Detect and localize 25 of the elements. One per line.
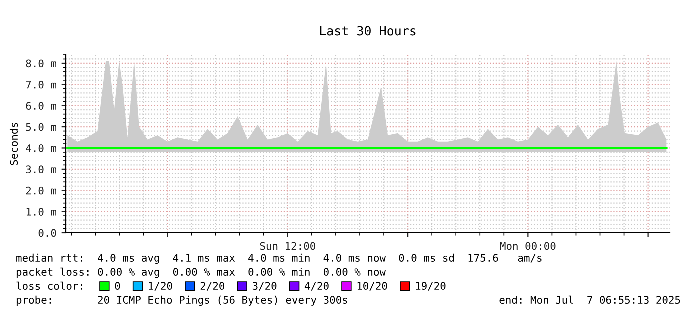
x-tick-label: Mon 00:00: [500, 242, 556, 250]
chart-title: Last 30 Hours: [320, 26, 416, 36]
x-tick-label: Sun 12:00: [260, 242, 316, 250]
y-tick-label: 3.0 m: [26, 166, 56, 174]
text: end: Mon Jul 7 06:55:13 2025: [500, 296, 680, 304]
text: probe: 20 ICMP Echo Pings (56 Bytes) every 300s: [16, 296, 348, 306]
legend-label: 3/20: [252, 282, 277, 291]
legend-label: 0: [115, 282, 120, 290]
text: median rtt: 4.0 ms avg 4.1 ms max 4.0 ms min 4.0 ms now 0.0 ms sd 175.6 am/s: [16, 254, 542, 264]
y-tick-label: 4.0 m: [26, 144, 56, 152]
y-tick-label: 1.0 m: [26, 208, 56, 216]
y-tick-label: 8.0 m: [26, 60, 56, 68]
legend-title: loss color:: [16, 282, 82, 290]
y-tick-label: 0.0: [38, 229, 56, 238]
y-tick-label: 6.0 m: [26, 102, 56, 110]
legend-label: 19/20: [416, 282, 446, 291]
legend-label: 10/20: [358, 282, 388, 291]
legend-label: 1/20: [149, 282, 172, 291]
y-tick-label: 2.0 m: [26, 186, 56, 195]
y-axis-title: Seconds: [10, 123, 18, 166]
y-tick-label: 5.0 m: [26, 123, 56, 132]
text: packet loss: 0.00 % avg 0.00 % max 0.00 % min 0.00 % now: [16, 268, 386, 278]
legend-label: 4/20: [304, 282, 329, 291]
legend-label: 2/20: [200, 282, 225, 291]
y-tick-label: 7.0 m: [26, 80, 56, 89]
